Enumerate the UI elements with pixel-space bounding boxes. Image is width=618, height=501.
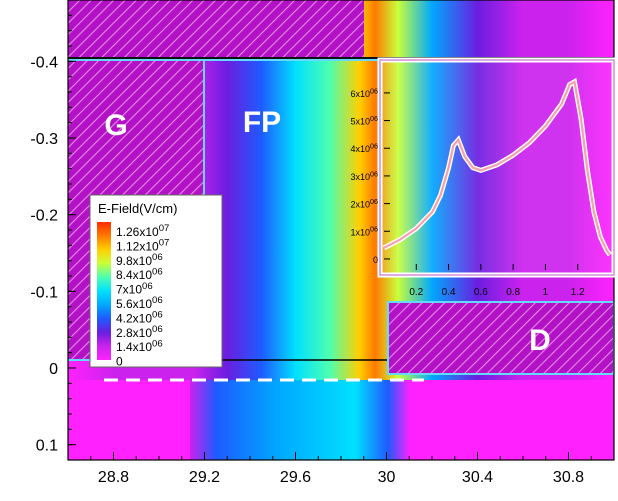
inset-y-tick-label: 2x1006: [350, 197, 378, 210]
top-electrode: [68, 0, 364, 58]
inset-x-tick-label: 0.2: [409, 287, 423, 298]
inset-x-tick-label: 0.4: [442, 287, 456, 298]
colorbar-label: 4.2x1006: [116, 310, 163, 326]
colorbar-box: [89, 194, 223, 368]
colorbar-label: 5.6x1006: [116, 295, 163, 311]
inset-frame: [377, 57, 617, 278]
y-tick-label: -0.4: [30, 54, 58, 71]
main-axes: 28.8 29.2 29.6 30 30.4 30.8-0.4-0.3-0.2-0.100…: [30, 0, 615, 486]
colorbar-label: 9.8x1006: [116, 252, 163, 268]
y-tick-label: 0: [49, 361, 58, 378]
y-tick-label: 0.1: [36, 438, 58, 455]
inset-y-tick-label: 5x1006: [350, 114, 378, 127]
y-tick-label: -0.2: [30, 208, 58, 225]
x-tick-label: 30: [378, 469, 396, 486]
colorbar-title: E-Field(V/cm): [98, 201, 177, 216]
substrate-field: [190, 380, 410, 460]
colorbar-label: 1.26x1007: [116, 223, 169, 239]
inset-y-tick-label: 4x1006: [350, 142, 378, 155]
inset-plot: 0.2 0.4 0.6 0.8 1 1.2 0 1x1006 2x1006 3x1006 4x100…: [350, 57, 617, 298]
colorbar-label: 0: [116, 355, 123, 369]
inset-x-tick-label: 1.2: [571, 287, 585, 298]
region-label-d: D: [529, 324, 551, 357]
inset-y-tick-label: 0: [373, 255, 378, 265]
inset-x-tick-label: 1: [543, 287, 549, 298]
colorbar-legend: E-Field(V/cm) 1.26x10071.12x10079.8x1006…: [89, 194, 223, 369]
x-tick-label: 29.6: [280, 469, 311, 486]
colorbar-label: 1.12x1007: [116, 238, 169, 254]
y-tick-label: -0.1: [30, 284, 58, 301]
inset-series-line: [383, 80, 611, 256]
inset-y-tick-label: 6x1006: [350, 86, 378, 99]
x-tick-label: 30.8: [553, 469, 584, 486]
inset-frame-inner: [379, 59, 615, 276]
x-tick-label: 30.4: [462, 469, 493, 486]
y-tick-label: -0.3: [30, 131, 58, 148]
colorbar-ramp: [97, 222, 111, 360]
inset-x-tick-label: 0.6: [474, 287, 488, 298]
drain-region: [388, 302, 614, 374]
colorbar-labels: 1.26x10071.12x10079.8x10068.4x10067x1006…: [116, 223, 169, 368]
drain-outline: [387, 301, 614, 375]
inset-y-tick-label: 1x1006: [350, 225, 378, 238]
inset-x-tick-label: 0.8: [506, 287, 520, 298]
colorbar-label: 2.8x1006: [116, 324, 163, 340]
colorbar-label: 1.4x1006: [116, 338, 163, 354]
x-tick-label: 28.8: [98, 469, 129, 486]
inset-axes: 0.2 0.4 0.6 0.8 1 1.2 0 1x1006 2x1006 3x1006 4x100…: [350, 86, 585, 298]
inset-y-tick-label: 3x1006: [350, 169, 378, 182]
colorbar-label: 8.4x1006: [116, 266, 163, 282]
x-tick-label: 29.2: [189, 469, 220, 486]
colorbar-label: 7x1006: [116, 281, 153, 297]
region-label-g: G: [104, 109, 127, 142]
region-label-fp: FP: [243, 106, 281, 139]
